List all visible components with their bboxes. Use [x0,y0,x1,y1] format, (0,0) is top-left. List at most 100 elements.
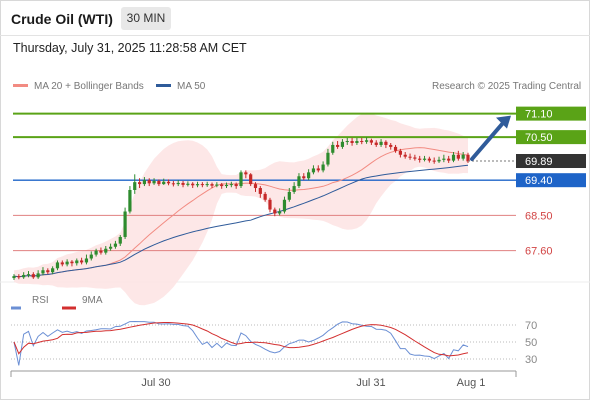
candle-body [316,168,320,171]
level-label-71-10: 71.10 [525,109,553,121]
candle-body [432,160,436,162]
candle-body [263,193,267,200]
candle-body [162,181,166,185]
candle-body [258,188,262,194]
rsi-level-label-70: 70 [525,320,537,332]
legend-item-ma50: MA 50 [156,81,205,92]
level-label-67-60: 67.60 [525,246,553,258]
rsi-line [13,320,469,366]
candle-body [26,274,31,276]
level-label-70-50: 70.50 [525,132,553,144]
candle-body [331,144,335,153]
candle-body [220,184,224,187]
candle-body [108,246,113,249]
candle-body [447,158,451,161]
candle-body [229,184,233,186]
candle-body [31,274,35,278]
candle-body [307,172,311,179]
legend-item-ma20: MA 20 + Bollinger Bands [13,81,144,92]
level-tag-70-50 [516,130,586,145]
candle-body [171,183,175,185]
candle-body [360,141,364,143]
ma50-swatch [156,83,171,87]
candle-body [297,176,301,187]
candle-body [437,159,441,162]
projection-arrow-head [496,115,511,129]
candle-body [133,182,137,190]
candle-body [287,191,291,200]
candle-body [292,186,296,192]
x-tick-label: Aug 1 [457,377,486,389]
ma20-swatch [13,83,28,87]
candle-body [84,258,89,263]
candle-body [89,254,93,259]
candle-body [137,182,142,185]
timeframe-badge[interactable]: 30 MIN [121,7,171,30]
ma50-line [13,164,469,278]
candle-body [413,157,417,159]
level-label-69-40: 69.40 [525,175,553,187]
candle-body [326,152,330,165]
candle-body [408,156,412,158]
rsi-level-label-30: 30 [525,354,537,366]
candle-body [12,276,16,279]
legend-label-ma50: MA 50 [177,81,206,92]
candle-body [355,141,359,143]
candle-body [65,261,69,265]
candle-body [152,180,156,184]
candle-body [128,189,132,212]
candle-body [340,141,345,147]
candle-body [239,172,243,187]
candle-body [17,276,21,278]
current-price-label: 69.89 [525,156,553,168]
candle-body [389,144,393,147]
candle-body [181,182,185,185]
x-tick-label: Jul 31 [356,377,385,389]
candle-body [51,268,55,273]
candle-body [345,141,349,143]
legend-label-ma20: MA 20 + Bollinger Bands [34,81,144,92]
projection-arrow-shaft [470,118,507,162]
candle-body [249,174,253,185]
candle-body [302,176,306,179]
candle-body [451,154,456,161]
candle-body [398,150,402,155]
candle-body [369,140,374,143]
candle-body [456,154,460,159]
candle-body [379,141,383,145]
candle-body [418,158,422,160]
candle-body [461,154,465,159]
candle-body [36,273,40,278]
candle-body [70,261,74,264]
header: Crude Oil (WTI) 30 MIN [0,0,590,36]
header-divider [0,35,590,36]
candle-body [210,184,214,186]
rsi-ma-legend-label: 9MA [82,295,103,306]
candle-body [55,262,60,269]
candle-body [466,154,470,162]
candle-body [166,181,171,184]
candle-body [244,172,248,175]
candle-body [113,243,118,247]
level-tag-69-40 [516,173,586,188]
candle-body [46,270,50,273]
candle-body [104,248,108,253]
candle-body [403,154,407,157]
candle-body [427,158,431,161]
candle-body [278,211,282,214]
candle-body [215,184,219,186]
x-tick-label: Jul 30 [141,377,170,389]
candle-body [195,184,200,186]
candle-body [422,158,427,160]
timestamp: Thursday, July 31, 2025 11:28:58 AM CET [13,41,247,55]
rsi-level-label-50: 50 [525,337,537,349]
candle-body [442,158,446,160]
candle-body [123,211,127,237]
rsi-ma-line [13,322,469,357]
candle-body [234,184,238,187]
candle-body [364,140,369,142]
candle-body [94,250,98,255]
candle-body [60,262,64,265]
candle-body [157,180,161,185]
candle-body [75,260,79,264]
